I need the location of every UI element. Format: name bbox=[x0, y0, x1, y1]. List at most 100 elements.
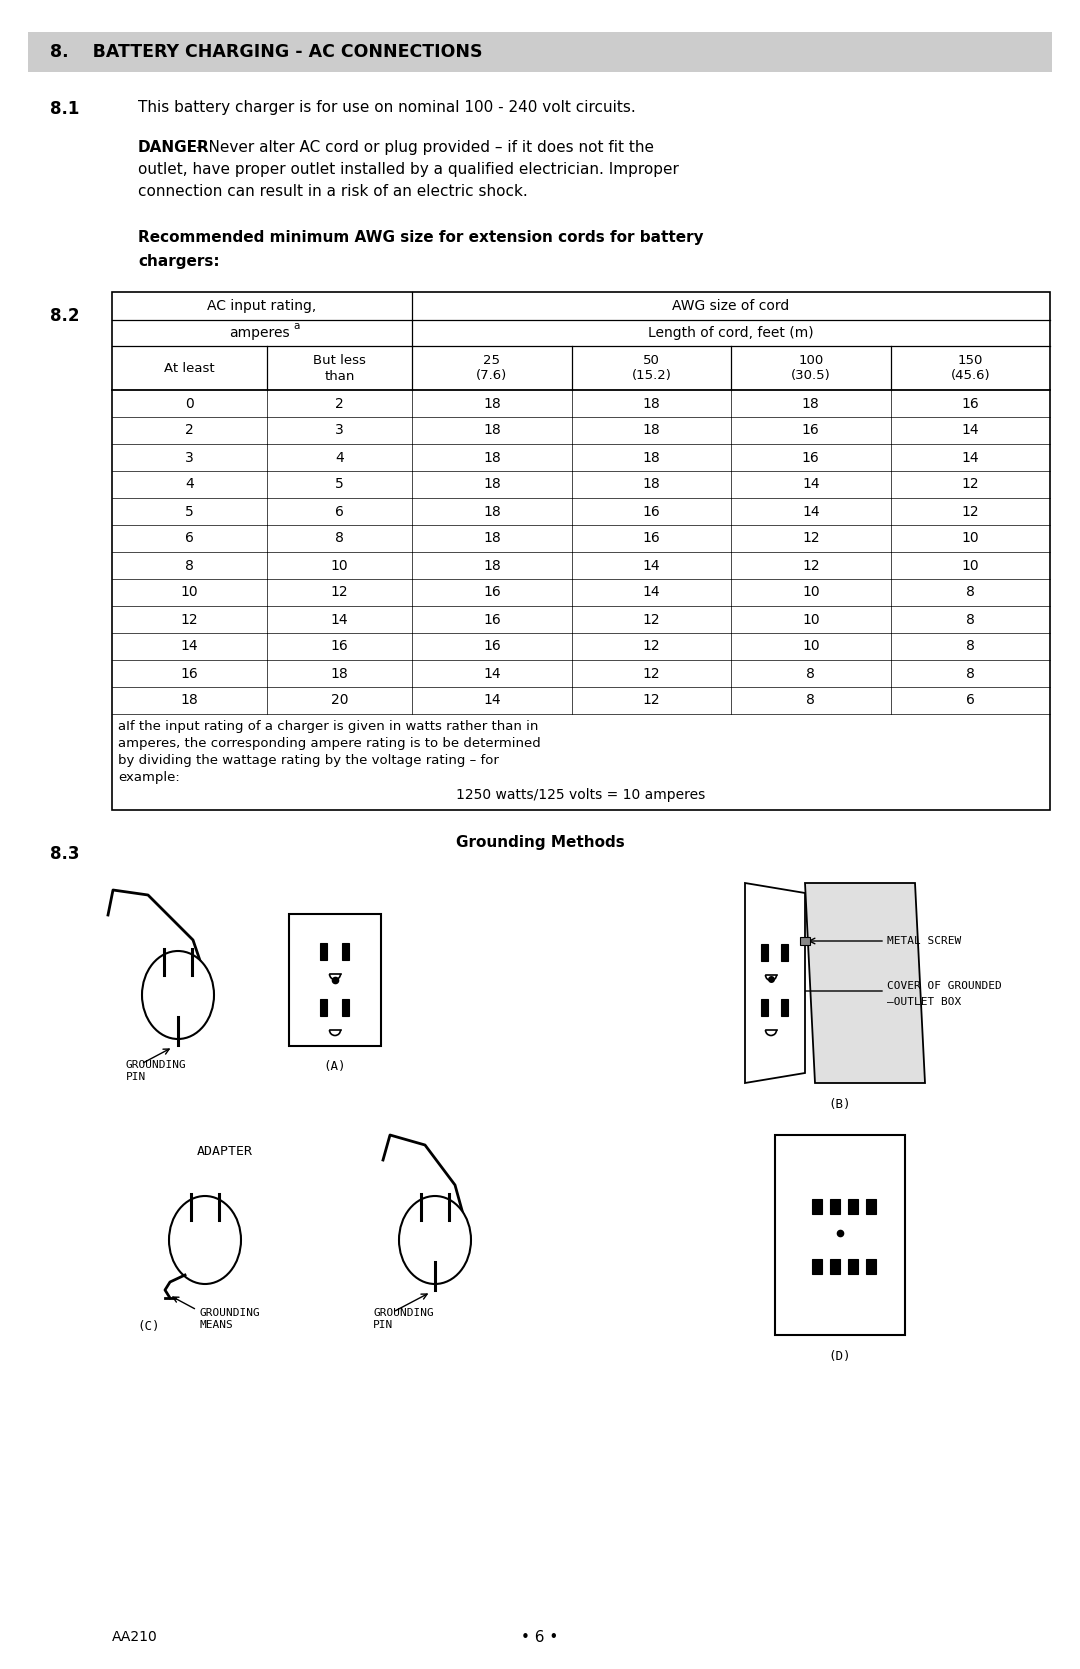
Text: 16: 16 bbox=[330, 639, 349, 654]
Text: by dividing the wattage rating by the voltage rating – for: by dividing the wattage rating by the vo… bbox=[118, 754, 499, 768]
Text: 16: 16 bbox=[483, 639, 501, 654]
Text: 18: 18 bbox=[643, 451, 660, 464]
Text: METAL SCREW: METAL SCREW bbox=[887, 936, 961, 946]
Text: 3: 3 bbox=[335, 424, 343, 437]
Text: 16: 16 bbox=[483, 613, 501, 626]
Text: 6: 6 bbox=[335, 504, 343, 519]
Text: 18: 18 bbox=[483, 397, 501, 411]
Bar bbox=[812, 1258, 822, 1273]
Text: 6: 6 bbox=[185, 531, 193, 546]
Text: 3: 3 bbox=[185, 451, 193, 464]
Text: (C): (C) bbox=[137, 1320, 160, 1334]
Text: DANGER: DANGER bbox=[138, 140, 210, 155]
Text: 4: 4 bbox=[335, 451, 343, 464]
Text: Grounding Methods: Grounding Methods bbox=[456, 834, 624, 850]
Text: GROUNDING
MEANS: GROUNDING MEANS bbox=[200, 1308, 260, 1330]
Text: – Never alter AC cord or plug provided – if it does not fit the: – Never alter AC cord or plug provided –… bbox=[195, 140, 654, 155]
Text: 14: 14 bbox=[643, 559, 660, 572]
Text: 18: 18 bbox=[330, 666, 349, 681]
Text: 16: 16 bbox=[180, 666, 199, 681]
Text: • 6 •: • 6 • bbox=[522, 1631, 558, 1646]
Ellipse shape bbox=[399, 1197, 471, 1283]
Text: 8: 8 bbox=[335, 531, 343, 546]
Text: 10: 10 bbox=[802, 586, 820, 599]
Text: (B): (B) bbox=[828, 1098, 851, 1112]
Text: example:: example: bbox=[118, 771, 179, 784]
Text: 16: 16 bbox=[483, 586, 501, 599]
Text: 12: 12 bbox=[802, 531, 820, 546]
Text: 12: 12 bbox=[961, 504, 980, 519]
Text: 10: 10 bbox=[961, 531, 980, 546]
Ellipse shape bbox=[141, 951, 214, 1040]
Text: 6: 6 bbox=[966, 694, 975, 708]
Text: 14: 14 bbox=[961, 424, 980, 437]
Text: amperes, the corresponding ampere rating is to be determined: amperes, the corresponding ampere rating… bbox=[118, 738, 541, 749]
Text: 16: 16 bbox=[961, 397, 980, 411]
Text: 14: 14 bbox=[180, 639, 199, 654]
Text: 50
(15.2): 50 (15.2) bbox=[632, 354, 672, 382]
Text: 18: 18 bbox=[483, 477, 501, 491]
Text: This battery charger is for use on nominal 100 - 240 volt circuits.: This battery charger is for use on nomin… bbox=[138, 100, 636, 115]
Text: amperes: amperes bbox=[229, 325, 289, 340]
Text: 5: 5 bbox=[185, 504, 193, 519]
Text: GROUNDING
PIN: GROUNDING PIN bbox=[373, 1308, 434, 1330]
Text: chargers:: chargers: bbox=[138, 254, 219, 269]
Text: 14: 14 bbox=[961, 451, 980, 464]
Text: 8: 8 bbox=[966, 639, 975, 654]
Text: COVER OF GROUNDED: COVER OF GROUNDED bbox=[887, 981, 1002, 991]
Text: 16: 16 bbox=[643, 531, 660, 546]
Text: 12: 12 bbox=[802, 559, 820, 572]
Text: a: a bbox=[293, 320, 299, 330]
Text: 2: 2 bbox=[335, 397, 343, 411]
Text: (D): (D) bbox=[828, 1350, 851, 1364]
Text: 18: 18 bbox=[483, 504, 501, 519]
Text: 18: 18 bbox=[802, 397, 820, 411]
Text: 18: 18 bbox=[643, 477, 660, 491]
Text: 100
(30.5): 100 (30.5) bbox=[791, 354, 831, 382]
Text: aIf the input rating of a charger is given in watts rather than in: aIf the input rating of a charger is giv… bbox=[118, 719, 538, 733]
Bar bbox=[800, 936, 810, 945]
Text: 10: 10 bbox=[180, 586, 199, 599]
Text: 14: 14 bbox=[483, 666, 501, 681]
Bar bbox=[28, 32, 1052, 72]
Text: 8: 8 bbox=[966, 666, 975, 681]
Text: AA210: AA210 bbox=[112, 1631, 158, 1644]
Bar bbox=[761, 945, 768, 961]
Text: 12: 12 bbox=[643, 694, 660, 708]
Polygon shape bbox=[745, 883, 805, 1083]
Bar bbox=[866, 1198, 876, 1213]
Text: 12: 12 bbox=[643, 639, 660, 654]
Text: –OUTLET BOX: –OUTLET BOX bbox=[887, 996, 961, 1006]
Text: 1250 watts/125 volts = 10 amperes: 1250 watts/125 volts = 10 amperes bbox=[457, 788, 705, 803]
Bar bbox=[848, 1198, 858, 1213]
Text: 12: 12 bbox=[180, 613, 199, 626]
Text: 8: 8 bbox=[807, 666, 815, 681]
Text: 10: 10 bbox=[961, 559, 980, 572]
Text: 8.    BATTERY CHARGING - AC CONNECTIONS: 8. BATTERY CHARGING - AC CONNECTIONS bbox=[50, 43, 483, 62]
Text: 5: 5 bbox=[335, 477, 343, 491]
Bar bbox=[320, 1000, 327, 1016]
Text: 8.1: 8.1 bbox=[50, 100, 79, 118]
Bar bbox=[112, 292, 1050, 809]
Text: 4: 4 bbox=[185, 477, 193, 491]
Text: AWG size of cord: AWG size of cord bbox=[673, 299, 789, 314]
Text: 16: 16 bbox=[802, 424, 820, 437]
Text: outlet, have proper outlet installed by a qualified electrician. Improper: outlet, have proper outlet installed by … bbox=[138, 162, 679, 177]
Text: 18: 18 bbox=[483, 424, 501, 437]
Text: 18: 18 bbox=[180, 694, 199, 708]
Bar bbox=[781, 1000, 788, 1016]
Ellipse shape bbox=[168, 1197, 241, 1283]
Text: 14: 14 bbox=[643, 586, 660, 599]
Text: connection can result in a risk of an electric shock.: connection can result in a risk of an el… bbox=[138, 184, 528, 199]
Text: 12: 12 bbox=[643, 613, 660, 626]
Bar bbox=[866, 1258, 876, 1273]
Polygon shape bbox=[805, 883, 924, 1083]
Text: 16: 16 bbox=[643, 504, 660, 519]
Text: 150
(45.6): 150 (45.6) bbox=[950, 354, 990, 382]
Text: 8: 8 bbox=[966, 586, 975, 599]
Bar bbox=[342, 943, 349, 960]
Bar bbox=[781, 945, 788, 961]
Text: 18: 18 bbox=[483, 451, 501, 464]
Text: 20: 20 bbox=[330, 694, 348, 708]
Text: 16: 16 bbox=[802, 451, 820, 464]
